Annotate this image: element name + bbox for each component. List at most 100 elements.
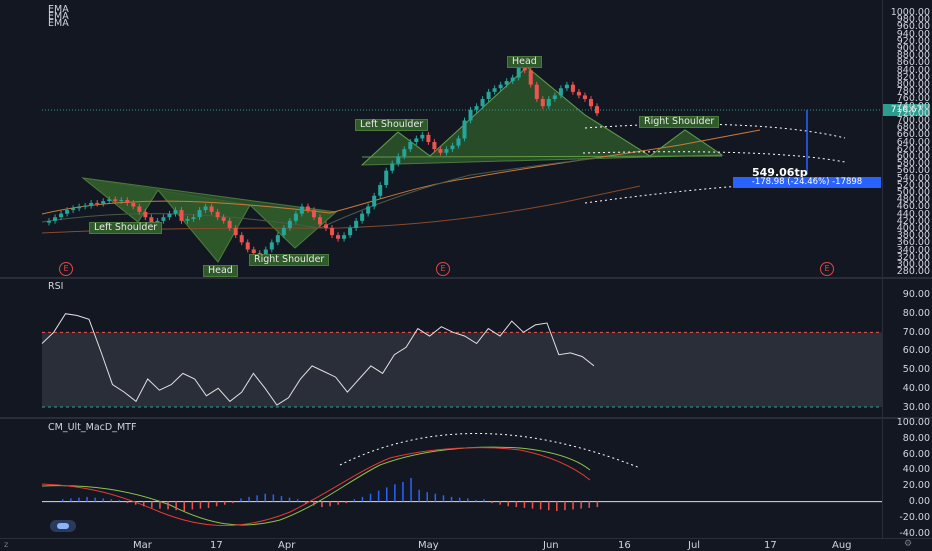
macd-histogram-bar [248, 496, 250, 502]
earnings-event-marker[interactable]: E [436, 262, 450, 276]
left-shoulder-label-1[interactable]: Left Shoulder [89, 222, 163, 234]
price-tick: 300.00 [896, 259, 930, 270]
settings-icon[interactable]: ⚙ [904, 539, 913, 549]
head-label-2[interactable]: Head [507, 56, 542, 68]
macd-histogram-bar [467, 498, 469, 502]
macd-axis[interactable] [882, 419, 932, 538]
price-tick: 720.00 [896, 107, 930, 119]
price-tick: 460.00 [896, 201, 930, 213]
macd-histogram-bar [207, 501, 210, 508]
candle-body [233, 228, 238, 236]
macd-histogram-bar [531, 501, 534, 509]
candle-body [95, 202, 100, 204]
macd-histogram-bar [426, 492, 428, 502]
macd-histogram-bar [175, 501, 177, 511]
rsi-tick: 70.00 [902, 326, 930, 338]
candle-body [456, 138, 461, 146]
macd-histogram-bar [539, 501, 542, 510]
macd-histogram-bar [515, 501, 518, 508]
rsi-tick: 80.00 [902, 307, 930, 319]
candle-body [281, 228, 286, 236]
price-tick: 640.00 [896, 136, 930, 148]
candle-body [534, 84, 539, 99]
earnings-event-marker[interactable]: E [59, 262, 73, 276]
candle-body [378, 185, 383, 196]
candle-body [432, 142, 437, 150]
pattern-2-outline [361, 66, 723, 166]
ema-legend-3: EMA [48, 18, 69, 29]
price-tick: 680.00 [896, 122, 930, 134]
macd-tick: 40.00 [902, 464, 930, 476]
macd-histogram-bar [523, 501, 526, 508]
candle-body [113, 199, 118, 202]
candle-body [348, 228, 353, 236]
macd-histogram-bar [475, 500, 477, 502]
price-tick: 600.00 [896, 151, 930, 162]
macd-histogram-bar [564, 501, 566, 511]
price-tick: 480.00 [896, 194, 930, 206]
macd-histogram-bar [458, 497, 461, 502]
pane-separator[interactable] [0, 277, 932, 279]
macd-histogram-bar [572, 501, 574, 510]
candle-body [324, 224, 329, 228]
candle-body [227, 220, 232, 228]
macd-histogram-bar [256, 495, 258, 502]
candle-body [594, 106, 599, 114]
macd-histogram-bar [507, 501, 509, 507]
candle-body [65, 210, 70, 214]
macd-histogram-bar [215, 501, 218, 507]
candle-body [161, 217, 166, 221]
candle-body [101, 201, 106, 204]
macd-histogram-bar [361, 496, 364, 502]
time-axis[interactable] [0, 538, 932, 551]
right-shoulder-label-2[interactable]: Right Shoulder [639, 116, 720, 128]
candle-body [173, 210, 178, 214]
macd-histogram-bar [345, 501, 347, 504]
measure-label: -178.98 (-24.46%) -17898 [733, 177, 881, 188]
price-tick: 880.00 [896, 50, 930, 62]
pane-separator[interactable] [0, 417, 932, 419]
macd-pane[interactable] [0, 419, 882, 538]
time-tick: 16 [618, 540, 631, 551]
macd-histogram-bar [353, 499, 356, 502]
earnings-event-marker[interactable]: E [820, 262, 834, 276]
macd-histogram-bar [386, 487, 388, 502]
projection-curve-3 [584, 179, 846, 204]
candle-body [366, 206, 371, 214]
left-shoulder-label-2[interactable]: Left Shoulder [355, 119, 429, 131]
target-price-label: 549.06tp [752, 166, 808, 179]
price-tick: 320.00 [896, 251, 930, 263]
candle-body [191, 217, 196, 220]
macd-tick: 0.00 [908, 496, 930, 507]
price-tick: 540.00 [896, 172, 930, 184]
price-tick: 440.00 [896, 208, 930, 220]
cloud-icon [57, 523, 69, 529]
macd-histogram-bar [118, 500, 121, 502]
logo-icon[interactable] [50, 520, 76, 532]
price-axis[interactable] [882, 0, 932, 277]
macd-histogram-bar [313, 501, 315, 506]
ema-legend-2: EMA [48, 11, 69, 22]
macd-histogram-bar [483, 499, 485, 502]
macd-histogram-bar [394, 484, 396, 502]
macd-histogram-bar [102, 498, 104, 502]
rsi-axis[interactable] [882, 279, 932, 417]
rsi-line [41, 313, 595, 406]
macd-tick: 80.00 [902, 432, 930, 444]
candle-body [408, 142, 413, 150]
candle-body [185, 219, 190, 221]
macd-tick: -20.00 [899, 511, 930, 523]
candle-body [468, 109, 473, 121]
pattern-1-fill [81, 177, 338, 263]
right-shoulder-label-1[interactable]: Right Shoulder [249, 254, 330, 266]
timezone-icon[interactable]: z [4, 540, 9, 549]
candle-body [570, 84, 575, 92]
price-tick: 820.00 [896, 71, 930, 83]
macd-projection-curve [339, 433, 641, 469]
time-tick: Mar [133, 540, 152, 551]
rsi-legend: RSI [48, 281, 64, 292]
candle-body [239, 235, 244, 243]
candle-body [53, 217, 58, 221]
head-label-1[interactable]: Head [203, 265, 238, 277]
price-tick: 800.00 [896, 79, 930, 90]
